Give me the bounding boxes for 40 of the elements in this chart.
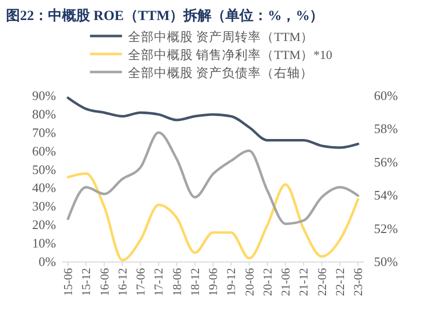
line-series <box>66 96 360 149</box>
y2-tick-label: 56% <box>374 154 398 170</box>
y-tick-label: 80% <box>32 106 56 122</box>
y-tick-label: 90% <box>32 88 56 103</box>
x-tick-label: 15-12 <box>79 268 94 296</box>
y-tick-label: 70% <box>32 124 56 140</box>
x-tick-label: 21-06 <box>278 268 292 296</box>
x-tick-label: 20-12 <box>260 268 274 296</box>
y-tick-label: 30% <box>32 198 56 214</box>
y2-tick-label: 50% <box>374 254 398 269</box>
legend-label: 全部中概股 资产周转率（TTM） <box>128 29 314 44</box>
x-tick-label: 15-06 <box>61 268 75 296</box>
line-series <box>66 131 360 226</box>
x-tick-label: 21-12 <box>296 268 311 296</box>
y-tick-label: 0% <box>38 254 56 269</box>
y-tick-label: 20% <box>32 217 56 232</box>
x-tick-label: 22-12 <box>332 268 347 296</box>
legend-label: 全部中概股 销售净利率（TTM）*10 <box>128 47 332 62</box>
y-tick-label: 40% <box>32 180 56 196</box>
x-tick-label: 16-06 <box>97 268 112 296</box>
legend-label: 全部中概股 资产负债率（右轴） <box>128 65 314 80</box>
y2-tick-label: 52% <box>374 220 398 236</box>
x-tick-label: 23-06 <box>351 268 365 296</box>
y2-tick-label: 58% <box>374 121 398 136</box>
x-tick-label: 18-12 <box>188 268 202 296</box>
x-tick-label: 17-12 <box>152 268 166 296</box>
x-tick-label: 16-12 <box>115 268 130 296</box>
chart-title: 图22：中概股 ROE（TTM）拆解（单位：%，%） <box>6 8 324 24</box>
x-tick-label: 19-12 <box>224 268 238 296</box>
x-tick-label: 20-06 <box>242 268 256 296</box>
x-tick-label: 17-06 <box>134 268 148 296</box>
y2-tick-label: 54% <box>374 188 398 203</box>
y-tick-label: 10% <box>32 236 56 251</box>
y-tick-label: 50% <box>32 162 56 177</box>
x-tick-label: 19-06 <box>206 268 220 296</box>
y-tick-label: 60% <box>32 143 56 158</box>
line-series <box>66 172 360 262</box>
x-tick-label: 18-06 <box>170 268 184 296</box>
y2-tick-label: 60% <box>374 88 398 103</box>
x-tick-label: 22-06 <box>314 268 329 296</box>
